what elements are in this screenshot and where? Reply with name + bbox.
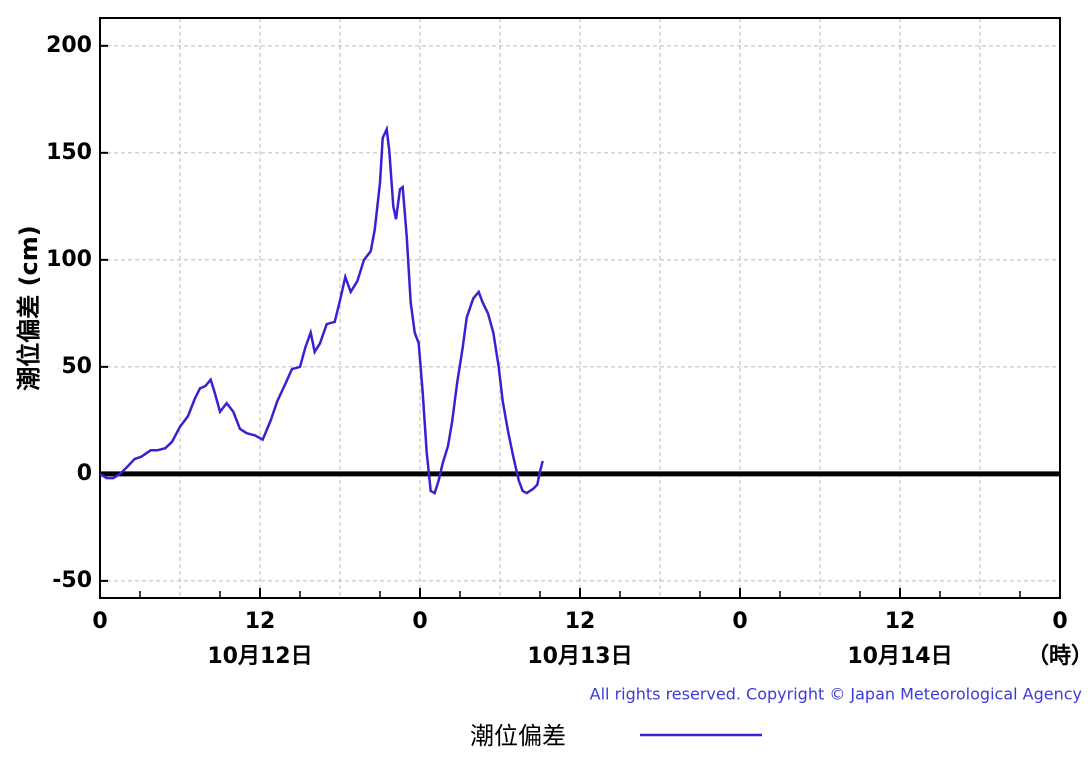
x-tick-label: 0 xyxy=(732,609,747,634)
x-tick-label: 0 xyxy=(1052,609,1067,634)
x-tick-label: 12 xyxy=(885,609,916,634)
x-tick-label: 0 xyxy=(412,609,427,634)
y-tick-label: 100 xyxy=(46,247,92,272)
y-tick-label: -50 xyxy=(52,568,92,593)
y-tick-label: 150 xyxy=(46,140,92,165)
date-label: 10月13日 xyxy=(527,644,632,669)
copyright: All rights reserved. Copyright © Japan M… xyxy=(590,685,1082,704)
date-label: 10月12日 xyxy=(207,644,312,669)
y-axis-label: 潮位偏差 (cm) xyxy=(15,225,43,391)
x-tick-label: 12 xyxy=(565,609,596,634)
y-tick-label: 0 xyxy=(77,461,92,486)
line-series xyxy=(99,124,544,495)
y-tick-label: 200 xyxy=(46,33,92,58)
x-tick-label: 0 xyxy=(92,609,107,634)
y-tick-label: 50 xyxy=(61,354,92,379)
x-unit: （時） xyxy=(1027,644,1090,669)
legend-label: 潮位偏差 xyxy=(470,722,566,750)
x-tick-label: 12 xyxy=(245,609,276,634)
plot-frame xyxy=(99,17,1061,599)
date-label: 10月14日 xyxy=(847,644,952,669)
